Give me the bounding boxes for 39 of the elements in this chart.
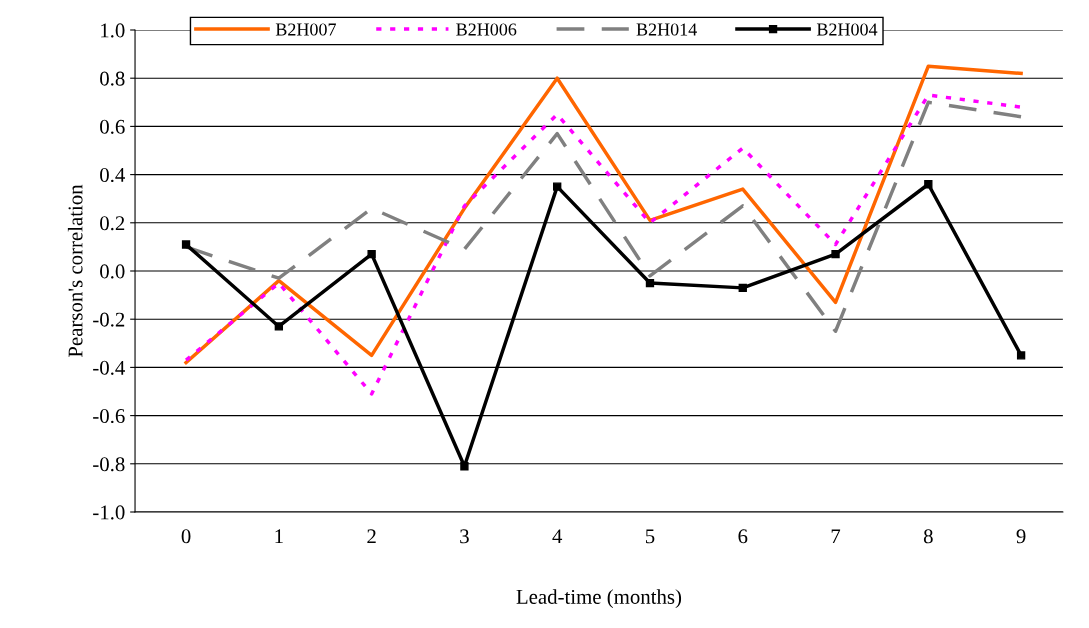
- point: [460, 462, 469, 471]
- point: [924, 180, 933, 189]
- point: [645, 278, 655, 288]
- x-tick-label: 9: [1016, 529, 1026, 544]
- x-tick-label: 4: [552, 529, 563, 544]
- y-tick-label: 0.0: [100, 264, 125, 279]
- legend-label: B2H007: [275, 23, 336, 36]
- point: [553, 182, 562, 191]
- x-tick-label: 8: [923, 529, 933, 544]
- x-tick-label: 1: [275, 529, 283, 544]
- legend-label: B2H014: [636, 23, 697, 36]
- point: [831, 249, 840, 259]
- x-tick-label: 7: [831, 529, 841, 544]
- y-tick-label: 0.2: [100, 216, 125, 231]
- x-tick-label: 3: [460, 529, 469, 544]
- legend-label: B2H004: [816, 23, 878, 36]
- point: [1016, 351, 1026, 360]
- point: [181, 240, 191, 249]
- x-tick-label: 2: [367, 529, 376, 544]
- y-tick-label: -0.2: [93, 312, 125, 327]
- point: [738, 283, 747, 293]
- y-tick-label: 0.6: [100, 119, 125, 134]
- y-tick-label: -1.0: [93, 505, 125, 520]
- line-series: [184, 93, 1023, 396]
- y-tick-label: -0.8: [93, 457, 125, 472]
- legend-label: B2H006: [456, 23, 517, 36]
- y-tick-label: -0.4: [93, 360, 125, 375]
- point: [367, 249, 376, 259]
- y-tick-label: 1.0: [101, 23, 125, 38]
- x-tick-label: 0: [181, 529, 191, 544]
- x-tick-label: 6: [738, 529, 748, 544]
- x-tick-label: 5: [645, 529, 655, 544]
- line-series: [184, 64, 1023, 365]
- y-axis-title: Pearson's correlation: [67, 184, 83, 358]
- y-tick-label: 0.8: [100, 71, 125, 86]
- point: [274, 322, 284, 331]
- y-tick-label: -0.6: [93, 408, 125, 424]
- x-axis-title: Lead-time (months): [516, 589, 682, 609]
- y-tick-label: 0.4: [100, 167, 125, 183]
